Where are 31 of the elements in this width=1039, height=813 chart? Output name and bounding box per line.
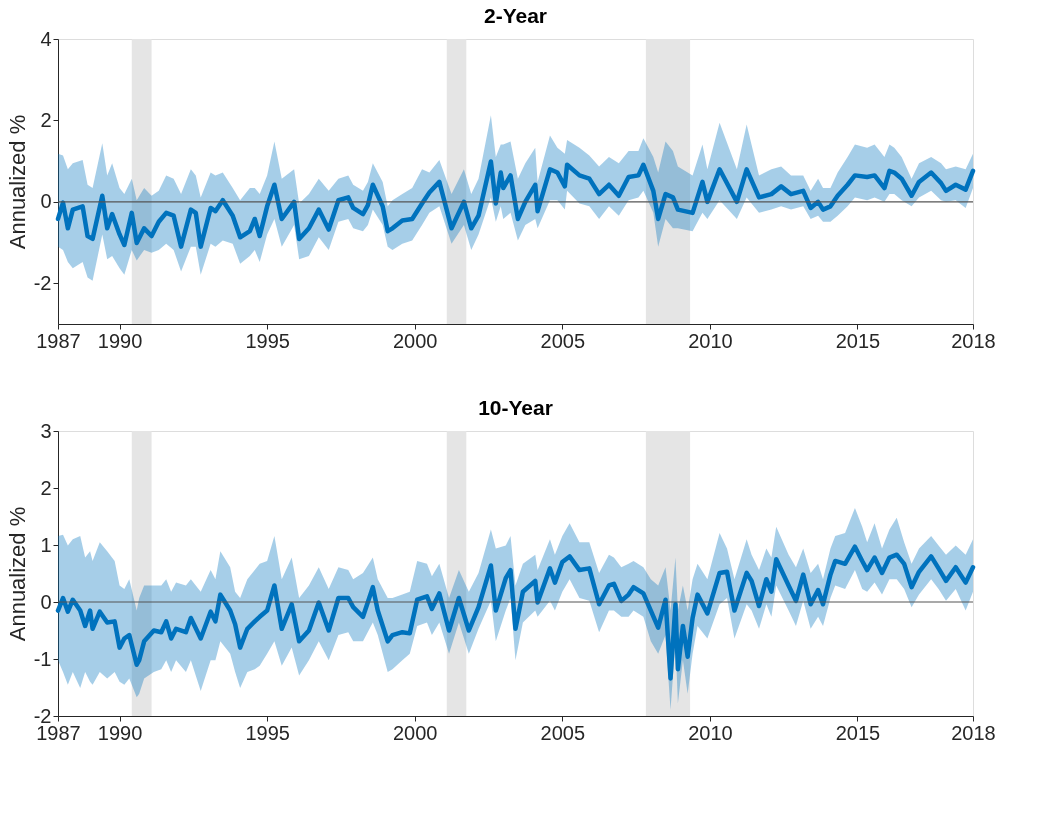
x-tick-label: 1987 (36, 329, 81, 352)
x-tick-label: 2000 (392, 721, 438, 744)
y-tick-label: 1 (40, 533, 52, 556)
x-tick-label: 2000 (392, 329, 438, 352)
x-tick-label: 1995 (245, 329, 290, 352)
x-tick-label: 1990 (97, 329, 143, 352)
y-tick-label: 4 (40, 27, 52, 50)
y-tick-label: 0 (40, 190, 52, 213)
x-tick-label: 2015 (835, 721, 881, 744)
x-tick-label: 2018 (951, 329, 996, 352)
line-series (55, 544, 976, 681)
chart-title: 10-Year (478, 396, 553, 419)
x-tick-label: 2018 (951, 721, 996, 744)
x-tick-label: 1990 (97, 721, 143, 744)
x-tick-label: 2010 (688, 721, 733, 744)
x-tick-label: 2005 (540, 721, 586, 744)
line-series (55, 159, 976, 249)
x-tick-label: 2010 (688, 329, 733, 352)
y-tick-label: 2 (40, 108, 52, 131)
y-tick-label: -2 (33, 704, 52, 727)
y-tick-label: 3 (40, 419, 52, 442)
y-tick-label: -2 (33, 271, 52, 294)
chart-title: 2-Year (483, 4, 548, 27)
x-tick-label: 2005 (540, 329, 586, 352)
x-tick-label: 2015 (835, 329, 881, 352)
x-tick-label: 1995 (245, 721, 290, 744)
y-tick-label: 0 (40, 590, 52, 613)
y-tick-label: 2 (40, 476, 52, 499)
y-axis-title: Annualized % (4, 506, 30, 642)
y-tick-label: -1 (33, 647, 52, 670)
y-axis-title: Annualized % (4, 114, 30, 250)
